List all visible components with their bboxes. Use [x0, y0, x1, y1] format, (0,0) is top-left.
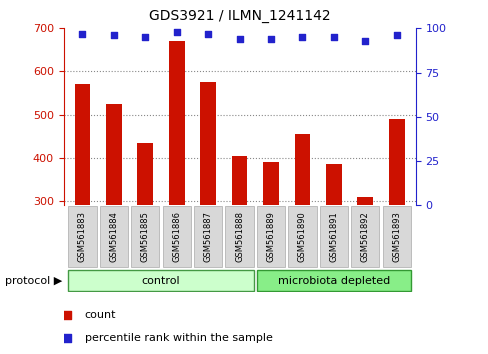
Bar [231, 156, 247, 205]
FancyBboxPatch shape [382, 206, 410, 267]
Point [79, 31, 86, 36]
Bar [294, 134, 310, 205]
Text: GSM561888: GSM561888 [235, 211, 244, 262]
Bar [137, 143, 153, 205]
Title: GDS3921 / ILMN_1241142: GDS3921 / ILMN_1241142 [148, 9, 330, 23]
Text: microbiota depleted: microbiota depleted [277, 275, 389, 286]
FancyBboxPatch shape [194, 206, 222, 267]
Point [235, 36, 243, 42]
FancyBboxPatch shape [100, 206, 128, 267]
Point [361, 38, 368, 44]
Point [329, 34, 337, 40]
Text: GSM561893: GSM561893 [391, 211, 401, 262]
Bar [74, 85, 90, 205]
Text: GSM561885: GSM561885 [141, 211, 149, 262]
Point [172, 29, 180, 35]
Text: control: control [142, 275, 180, 286]
Bar [168, 41, 184, 205]
FancyBboxPatch shape [319, 206, 347, 267]
Bar [325, 164, 341, 205]
FancyBboxPatch shape [68, 206, 96, 267]
Bar [106, 104, 122, 205]
Text: GSM561891: GSM561891 [329, 211, 338, 262]
Point [298, 34, 306, 40]
Text: GSM561887: GSM561887 [203, 211, 212, 262]
Bar [200, 82, 216, 205]
Point [110, 33, 118, 38]
Point [204, 31, 212, 36]
FancyBboxPatch shape [256, 270, 410, 291]
Text: count: count [84, 310, 116, 320]
Text: GSM561883: GSM561883 [78, 211, 87, 262]
FancyBboxPatch shape [288, 206, 316, 267]
FancyBboxPatch shape [256, 206, 285, 267]
Point [267, 238, 275, 243]
Text: GSM561889: GSM561889 [266, 211, 275, 262]
Text: GSM561884: GSM561884 [109, 211, 118, 262]
Text: protocol ▶: protocol ▶ [5, 276, 62, 286]
FancyBboxPatch shape [162, 206, 190, 267]
Point [267, 28, 275, 34]
Text: GSM561886: GSM561886 [172, 211, 181, 262]
Text: GSM561890: GSM561890 [297, 211, 306, 262]
Point [392, 33, 400, 38]
Text: GSM561892: GSM561892 [360, 211, 369, 262]
FancyBboxPatch shape [350, 206, 379, 267]
Bar [357, 197, 372, 205]
FancyBboxPatch shape [131, 206, 159, 267]
Bar [388, 119, 404, 205]
Point [266, 36, 274, 42]
Text: percentile rank within the sample: percentile rank within the sample [84, 333, 272, 343]
Bar [263, 162, 278, 205]
Point [141, 34, 149, 40]
FancyBboxPatch shape [68, 270, 253, 291]
FancyBboxPatch shape [225, 206, 253, 267]
